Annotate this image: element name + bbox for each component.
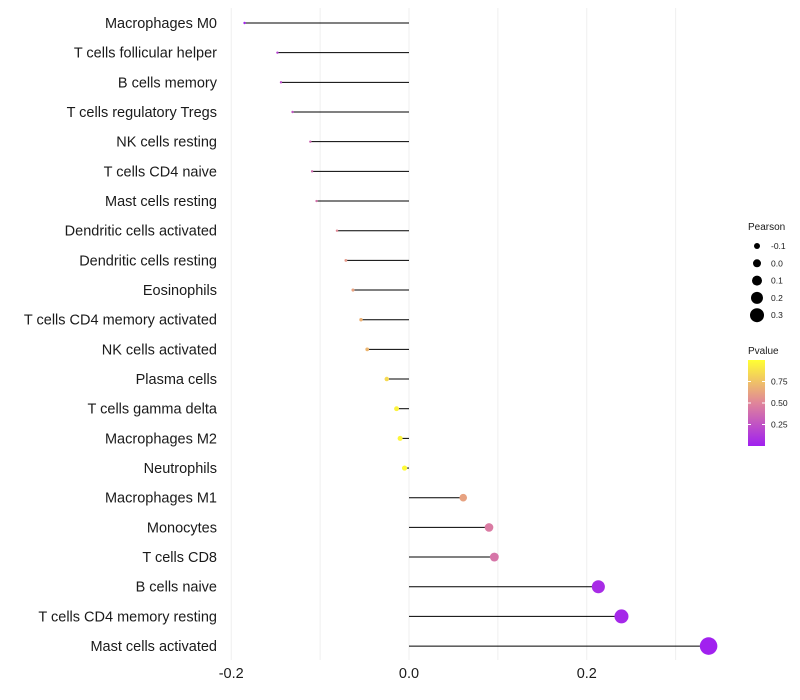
legend-dot: [754, 243, 760, 249]
data-point: [276, 51, 279, 54]
grid-lines: [230, 8, 677, 660]
category-labels: Macrophages M0 T cells follicular helper B…: [24, 16, 218, 655]
category-label: T cells regulatory Tregs: [67, 105, 217, 121]
category-label: T cells CD4 naive: [104, 164, 217, 180]
legend-label: 0.2: [771, 293, 783, 303]
data-point: [459, 493, 468, 502]
x-tick-label: -0.2: [219, 666, 244, 682]
data-point: [397, 435, 403, 441]
category-label: Monocytes: [147, 520, 217, 536]
data-point: [351, 288, 355, 292]
legend-label: 0.75: [771, 377, 788, 387]
data-point: [243, 21, 246, 25]
data-point: [291, 110, 294, 114]
data-points: [243, 21, 718, 655]
legend-title: Pvalue: [748, 346, 779, 357]
x-tick-label: 0.0: [399, 666, 419, 682]
data-point: [335, 229, 339, 232]
legend-dot: [753, 259, 761, 268]
legend-pvalue: Pvalue 0.75 0.50 0.25: [748, 346, 788, 446]
stems: [244, 22, 709, 647]
data-point: [315, 199, 318, 203]
data-point: [394, 406, 400, 412]
legend-label: 0.0: [771, 258, 783, 268]
data-point: [591, 580, 605, 594]
legend-dot: [752, 275, 762, 286]
category-label: T cells CD8: [142, 550, 217, 566]
legend-dot: [750, 308, 764, 323]
legend-dot: [751, 291, 763, 304]
x-axis-ticks: -0.2 0.0 0.2: [219, 666, 597, 682]
category-label: Macrophages M1: [105, 491, 217, 507]
legend-label: 0.3: [771, 310, 783, 320]
legend-pearson: Pearson -0.1 0.0 0.1 0.2 0.3: [748, 222, 786, 323]
data-point: [309, 140, 312, 143]
data-point: [359, 317, 363, 322]
data-point: [279, 81, 283, 84]
category-label: T cells CD4 memory resting: [38, 609, 217, 625]
category-label: Dendritic cells resting: [79, 253, 217, 269]
legend-label: -0.1: [771, 241, 786, 251]
category-label: Macrophages M0: [105, 16, 217, 32]
category-label: Macrophages M2: [105, 431, 217, 447]
data-point: [401, 465, 408, 471]
data-point: [310, 170, 314, 173]
color-bar: [748, 360, 765, 446]
data-point: [384, 376, 390, 382]
category-label: Mast cells activated: [90, 639, 217, 655]
category-label: T cells follicular helper: [74, 46, 217, 62]
category-label: T cells gamma delta: [88, 402, 218, 418]
legend-label: 0.25: [771, 420, 788, 430]
category-label: NK cells activated: [102, 342, 217, 358]
data-point: [489, 552, 499, 562]
data-point: [365, 347, 370, 352]
legend-label: 0.50: [771, 398, 788, 408]
category-label: Mast cells resting: [105, 194, 217, 210]
category-label: Eosinophils: [143, 283, 217, 299]
category-label: Neutrophils: [144, 461, 217, 477]
legend-title: Pearson: [748, 222, 785, 233]
category-label: Dendritic cells activated: [65, 224, 217, 240]
category-label: B cells naive: [136, 580, 217, 596]
data-point: [344, 258, 348, 262]
legend-label: 0.1: [771, 276, 783, 286]
data-point: [614, 609, 629, 624]
category-label: Plasma cells: [136, 372, 217, 388]
x-tick-label: 0.2: [577, 666, 597, 682]
category-label: NK cells resting: [116, 135, 217, 151]
category-label: T cells CD4 memory activated: [24, 313, 217, 329]
category-label: B cells memory: [118, 75, 218, 91]
data-point: [699, 637, 718, 655]
data-point: [484, 523, 494, 532]
